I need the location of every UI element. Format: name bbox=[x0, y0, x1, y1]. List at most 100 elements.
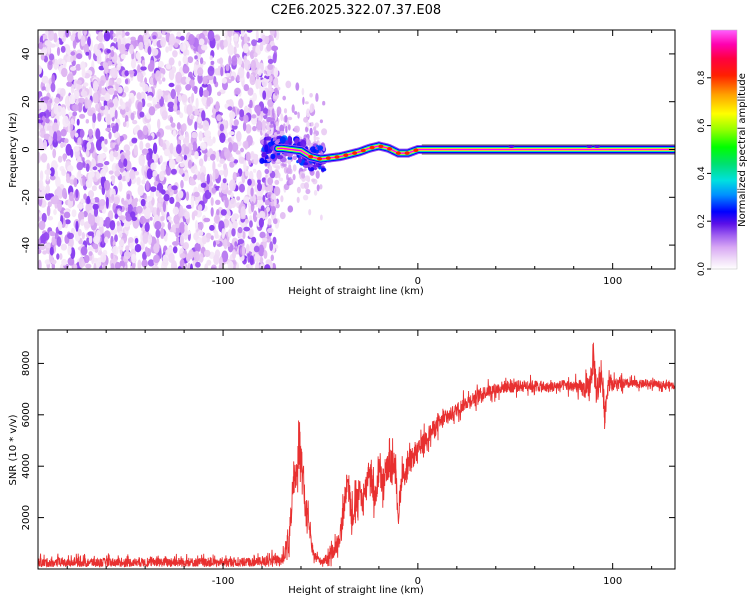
spectrogram-cell bbox=[283, 108, 288, 114]
spectrogram-cell bbox=[246, 243, 250, 254]
spectrogram-cell bbox=[220, 209, 227, 216]
snr-background bbox=[38, 330, 675, 569]
spectrogram-cell bbox=[139, 140, 144, 151]
spectrogram-cell bbox=[87, 231, 95, 236]
spectrogram-cell bbox=[280, 195, 284, 203]
spectrogram-cell bbox=[178, 60, 182, 67]
spectrogram-cell bbox=[249, 75, 256, 86]
spectrogram-cell bbox=[41, 75, 49, 84]
spectrogram-cell bbox=[218, 256, 223, 267]
spectrogram-cell bbox=[123, 222, 130, 228]
spectrogram-cell bbox=[168, 252, 175, 263]
spectrogram-cell bbox=[70, 55, 74, 63]
spectrogram-cell bbox=[306, 121, 310, 128]
spectrogram-cell bbox=[125, 121, 130, 128]
spectrogram-cell bbox=[303, 168, 307, 172]
spectrogram-cell bbox=[264, 168, 270, 174]
spectrogram-peak bbox=[343, 153, 349, 157]
spectrogram-cell bbox=[279, 130, 285, 137]
spectrogram-cell bbox=[179, 205, 184, 217]
spectrogram-cell bbox=[270, 206, 277, 213]
spectrogram-cell bbox=[279, 212, 286, 220]
spectrogram-cell bbox=[62, 153, 67, 162]
spectrogram-cell bbox=[159, 155, 163, 164]
spectrogram-cell bbox=[109, 220, 116, 231]
spectrogram-cell bbox=[160, 227, 165, 240]
spectrogram-cell bbox=[297, 156, 302, 164]
spectrogram-cell bbox=[107, 60, 113, 66]
spectrogram-cell bbox=[308, 209, 312, 216]
spectrogram-cell bbox=[43, 55, 48, 63]
spectrogram-cell bbox=[182, 55, 188, 65]
spectrogram-y-tick-label: 0 bbox=[21, 146, 32, 152]
spectrogram-cell bbox=[183, 146, 190, 155]
spectrogram-cell bbox=[53, 209, 57, 216]
spectrogram-cell bbox=[79, 113, 86, 119]
spectrogram-cell bbox=[108, 170, 114, 175]
spectrogram-cell bbox=[322, 145, 326, 152]
spectrogram-cell bbox=[193, 250, 200, 262]
spectrogram-cell bbox=[268, 183, 274, 193]
spectrogram-cell bbox=[321, 128, 328, 136]
spectrogram-cell bbox=[309, 104, 313, 114]
spectrogram-cell bbox=[98, 184, 103, 190]
spectrogram-cell bbox=[108, 131, 112, 140]
spectrogram-cell bbox=[304, 182, 309, 190]
spectrogram-cell bbox=[185, 191, 190, 201]
spectrogram-cell bbox=[124, 70, 129, 77]
spectrogram-cell bbox=[115, 83, 119, 91]
spectrogram-cell bbox=[173, 103, 178, 112]
spectrogram-cell bbox=[112, 151, 119, 158]
colorbar-ticks: 0.0 0.2 0.4 0.6 0.8 bbox=[697, 70, 711, 276]
spectrogram-cell bbox=[231, 142, 239, 153]
spectrogram-cell bbox=[194, 151, 199, 160]
snr-x-tick-label: 0 bbox=[415, 576, 421, 587]
spectrogram-cell bbox=[269, 124, 274, 128]
spectrogram-cell bbox=[174, 95, 178, 106]
spectrogram-cell bbox=[119, 98, 123, 106]
spectrogram-cell bbox=[199, 86, 204, 98]
spectrogram-cell bbox=[57, 58, 64, 65]
spectrogram-peak bbox=[387, 147, 393, 151]
spectrogram-cell bbox=[186, 104, 193, 116]
spectrogram-cell bbox=[258, 78, 262, 90]
spectrogram-cell bbox=[266, 206, 270, 212]
spectrogram-cell bbox=[241, 245, 246, 257]
spectrogram-cell bbox=[100, 106, 105, 111]
spectrogram-cell bbox=[248, 159, 252, 166]
spectrogram-cell bbox=[67, 245, 72, 256]
spectrogram-cell bbox=[264, 199, 270, 206]
spectrogram-cell bbox=[38, 64, 42, 75]
spectrogram-cell bbox=[249, 220, 253, 228]
spectrogram-cell bbox=[67, 123, 71, 134]
spectrogram-cell bbox=[66, 73, 74, 83]
spectrogram-cell bbox=[106, 113, 111, 126]
spectrogram-cell bbox=[210, 235, 214, 241]
spectrogram-cell bbox=[48, 30, 55, 41]
snr-frame bbox=[37, 329, 676, 570]
spectrogram-cell bbox=[109, 188, 116, 199]
spectrogram-cell bbox=[302, 194, 309, 201]
spectrogram-cell bbox=[41, 115, 46, 127]
spectrogram-cell bbox=[199, 142, 207, 151]
spectrogram-cell bbox=[216, 114, 222, 122]
spectrogram-cell bbox=[284, 114, 288, 123]
spectrogram-peak bbox=[378, 144, 384, 149]
spectrogram-cell bbox=[141, 164, 146, 177]
spectrogram-cell bbox=[309, 127, 313, 136]
spectrogram-cell bbox=[207, 65, 215, 77]
spectrogram-cell bbox=[263, 250, 268, 259]
spectrogram-cell bbox=[176, 31, 182, 37]
spectrogram-cell bbox=[233, 30, 241, 33]
spectrogram-cell bbox=[272, 52, 277, 64]
spectrogram-cell bbox=[73, 177, 78, 188]
spectrogram-cell bbox=[137, 72, 142, 82]
spectrogram-cell bbox=[101, 87, 106, 96]
spectrogram-cell bbox=[184, 211, 190, 220]
spectrogram-cell bbox=[61, 67, 68, 78]
spectrogram-cell bbox=[190, 197, 195, 209]
spectrogram-cell bbox=[245, 124, 252, 134]
snr-plot-area bbox=[38, 342, 675, 568]
spectrogram-cell bbox=[197, 116, 202, 124]
spectrogram-cell bbox=[137, 101, 143, 112]
